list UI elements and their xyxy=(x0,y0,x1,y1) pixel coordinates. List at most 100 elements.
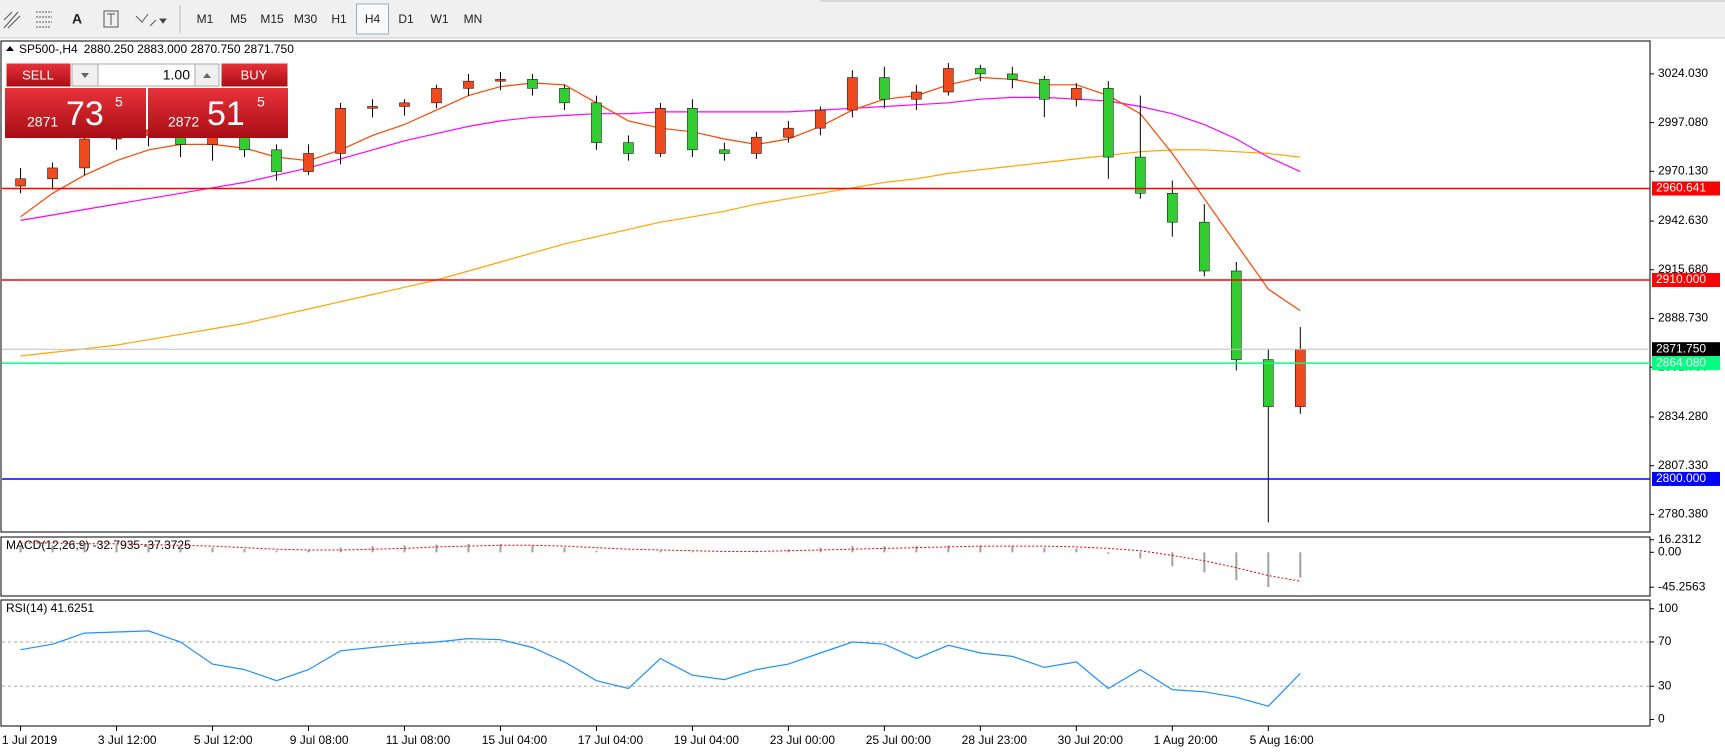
macd-bar xyxy=(115,544,118,553)
toolbar-bg xyxy=(0,0,1725,38)
rsi-panel-frame xyxy=(0,599,1651,727)
chart-title: SP500-,H4 xyxy=(19,42,78,56)
candle-body xyxy=(399,102,410,107)
candle-body xyxy=(1263,359,1274,407)
candle-body xyxy=(271,149,282,172)
candle-body xyxy=(687,108,698,151)
ask-fraction: 5 xyxy=(257,94,265,110)
toolbar-edge xyxy=(820,0,1725,2)
macd-bar xyxy=(531,545,534,553)
sell-button[interactable] xyxy=(5,62,72,88)
macd-bar xyxy=(1267,552,1270,588)
sell-label[interactable]: SELL xyxy=(22,67,54,82)
macd-bar xyxy=(659,550,662,553)
y-tick-label: 0 xyxy=(1658,712,1665,726)
x-tick-label: 1 Jul 2019 xyxy=(2,733,58,747)
x-tick-label: 23 Jul 00:00 xyxy=(770,733,836,747)
arrows-tool-icon[interactable] xyxy=(135,13,157,27)
macd-signal xyxy=(20,542,1301,582)
x-tick-label: 19 Jul 04:00 xyxy=(674,733,740,747)
grid-tool-icon[interactable] xyxy=(3,11,21,29)
ask-figure: 2872 xyxy=(168,114,199,130)
timeframe-label[interactable]: W1 xyxy=(431,12,449,26)
macd-bar xyxy=(691,551,694,553)
collapse-icon[interactable] xyxy=(6,46,14,51)
candle-body xyxy=(1039,79,1050,100)
y-tick-label: 2888.730 xyxy=(1658,311,1708,325)
x-tick-label: 3 Jul 12:00 xyxy=(98,733,157,747)
macd-bar xyxy=(179,546,182,553)
chart-header: SP500-,H4 2880.250 2883.000 2870.750 2871… xyxy=(19,42,294,56)
candle-body xyxy=(655,108,666,154)
x-tick-label: 17 Jul 04:00 xyxy=(578,733,644,747)
price-level-label-bg xyxy=(1652,342,1720,357)
one-click-trading: SELL 1.00 BUY 2871 73 5 2872 51 5 xyxy=(5,62,289,138)
timeframe-label[interactable]: H1 xyxy=(331,12,347,26)
candle-body xyxy=(815,109,826,129)
dropdown-icon[interactable] xyxy=(159,18,167,24)
tool-icons[interactable] xyxy=(3,10,167,29)
ask-box[interactable] xyxy=(148,88,288,138)
timeframe-label[interactable]: M5 xyxy=(230,12,247,26)
candle-body xyxy=(1135,156,1146,194)
timeframe-label[interactable]: M30 xyxy=(294,12,318,26)
label-tool-glyph[interactable] xyxy=(107,13,115,25)
buy-label[interactable]: BUY xyxy=(241,67,268,82)
candle-body xyxy=(47,167,58,180)
x-tick-label: 5 Jul 12:00 xyxy=(194,733,253,747)
macd-bar xyxy=(51,545,54,553)
lot-value[interactable]: 1.00 xyxy=(163,67,190,83)
chart: SP500-,H4 2880.250 2883.000 2870.750 2871… xyxy=(0,40,1651,727)
candle-body xyxy=(1295,348,1306,407)
macd-bar xyxy=(499,543,502,553)
timeframe-button[interactable] xyxy=(356,3,389,35)
macd-bar xyxy=(1299,552,1302,578)
y-tick-label: 2834.280 xyxy=(1658,409,1708,423)
candle-body xyxy=(1199,221,1210,272)
y-tick-label: 2780.380 xyxy=(1658,507,1708,521)
candle-body xyxy=(1231,270,1242,360)
lot-up-icon[interactable] xyxy=(203,73,211,78)
macd-bar xyxy=(211,547,214,553)
label-tool-icon[interactable] xyxy=(103,10,119,28)
candle-body xyxy=(751,136,762,154)
y-tick-label: 70 xyxy=(1658,634,1672,648)
macd-bar xyxy=(1075,548,1078,553)
fibo-tool-icon[interactable] xyxy=(36,11,52,28)
bid-fraction: 5 xyxy=(115,94,123,110)
timeframe-label[interactable]: M1 xyxy=(197,12,214,26)
x-tick-label: 5 Aug 16:00 xyxy=(1250,733,1314,747)
y-tick-label: 2942.630 xyxy=(1658,213,1708,227)
text-tool[interactable]: A xyxy=(72,11,82,27)
candle-body xyxy=(495,79,506,82)
candle-body xyxy=(15,178,26,187)
timeframe-label[interactable]: M15 xyxy=(260,12,284,26)
y-tick-label: 3024.030 xyxy=(1658,66,1708,80)
timeframe-label[interactable]: D1 xyxy=(398,12,414,26)
macd-panel-frame xyxy=(0,536,1651,597)
candle-body xyxy=(943,68,954,93)
y-tick-label: 0.00 xyxy=(1658,544,1682,558)
candle-body xyxy=(879,77,890,100)
price-level-label: 2864.080 xyxy=(1656,355,1706,369)
price-level-label-bg xyxy=(1652,356,1720,371)
buy-button[interactable] xyxy=(220,62,289,88)
macd-bar xyxy=(1203,552,1206,573)
macd-bar xyxy=(83,544,86,553)
candle-body xyxy=(303,153,314,172)
macd-bar xyxy=(979,545,982,553)
macd-bar xyxy=(435,544,438,553)
candle-body xyxy=(623,142,634,154)
price-level-label: 2871.750 xyxy=(1656,341,1706,355)
candle-body xyxy=(975,68,986,75)
lot-down-icon[interactable] xyxy=(81,73,89,78)
x-tick-label: 15 Jul 04:00 xyxy=(482,733,548,747)
bid-box[interactable] xyxy=(5,88,146,138)
price-level-label-bg xyxy=(1652,273,1720,288)
macd-bar xyxy=(1171,552,1174,567)
timeframe-label[interactable]: H4 xyxy=(365,12,381,26)
timeframe-label[interactable]: MN xyxy=(464,12,483,26)
price-level-label: 2910.000 xyxy=(1656,272,1706,286)
candle-body xyxy=(79,138,90,169)
